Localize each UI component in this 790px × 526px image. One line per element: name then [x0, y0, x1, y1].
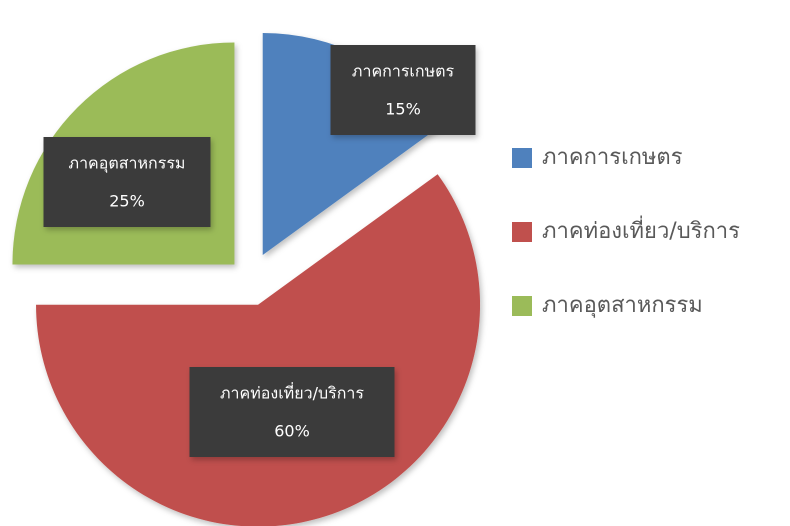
data-labels: ภาคการเกษตร 15% ภาคท่องเที่ยว/บริการ 60% ภาค…	[43, 45, 476, 457]
data-label-box	[43, 137, 211, 227]
legend-label: ภาคท่องเที่ยว/บริการ	[542, 215, 740, 244]
data-label-category: ภาคการเกษตร	[352, 62, 455, 81]
legend-swatch	[512, 148, 532, 168]
data-label-value: 60%	[274, 422, 310, 441]
legend-label: ภาคการเกษตร	[542, 145, 683, 170]
data-label-category: ภาคท่องเที่ยว/บริการ	[220, 382, 364, 403]
legend-swatch	[512, 296, 532, 316]
data-label-value: 15%	[385, 100, 421, 119]
legend-label: ภาคอุตสาหกรรม	[542, 293, 703, 318]
data-label-box	[330, 45, 476, 135]
data-label-value: 25%	[109, 192, 145, 211]
data-label-category: ภาคอุตสาหกรรม	[69, 154, 186, 174]
legend: ภาคการเกษตรภาคท่องเที่ยว/บริการภาคอุตสาห…	[512, 145, 740, 318]
data-label-box	[189, 367, 395, 457]
legend-swatch	[512, 222, 532, 242]
